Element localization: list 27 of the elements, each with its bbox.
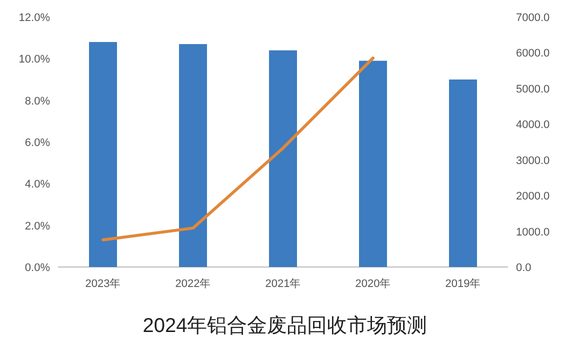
y2-tick-label: 3000.0 <box>516 154 550 167</box>
x-tick-label: 2023年 <box>85 278 121 290</box>
bar <box>269 50 297 267</box>
y-tick-label: 10.0% <box>18 54 50 66</box>
y2-tick-label: 1000.0 <box>516 226 550 238</box>
bar <box>89 42 117 267</box>
y2-tick-label: 4000.0 <box>516 119 550 132</box>
y-tick-label: 12.0% <box>18 12 50 24</box>
y-tick-label: 8.0% <box>24 95 50 108</box>
x-tick-label: 2019年 <box>445 278 481 290</box>
bar <box>179 44 207 267</box>
x-tick-label: 2021年 <box>265 278 301 290</box>
y-tick-label: 6.0% <box>24 137 50 149</box>
text: 2024年铝合金废品回收市场预测 <box>142 315 428 337</box>
y2-tick-label: 6000.0 <box>516 48 550 60</box>
y2-tick-label: 2000.0 <box>516 190 550 203</box>
line-series <box>102 56 374 242</box>
bar <box>449 80 477 267</box>
bar <box>359 60 387 267</box>
y-tick-label: 0.0% <box>24 262 50 274</box>
y2-tick-label: 5000.0 <box>516 83 550 96</box>
y-tick-label: 4.0% <box>24 178 50 191</box>
x-tick-label: 2022年 <box>175 278 211 290</box>
y2-tick-label: 7000.0 <box>516 12 550 24</box>
y2-tick-label: 0.0 <box>516 262 532 274</box>
x-tick-label: 2020年 <box>355 278 391 290</box>
y-tick-label: 2.0% <box>24 220 50 232</box>
